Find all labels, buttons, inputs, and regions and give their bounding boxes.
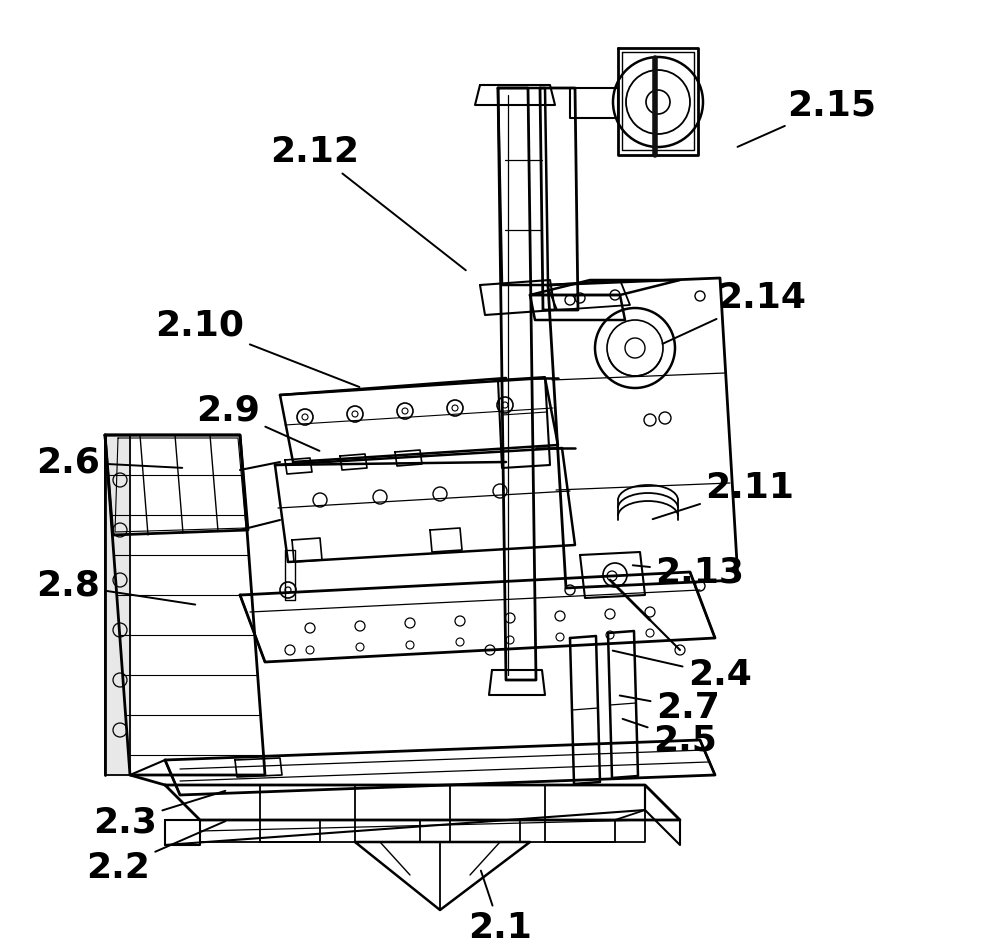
Text: 2.7: 2.7 bbox=[620, 691, 720, 725]
Text: 2.9: 2.9 bbox=[196, 393, 319, 451]
Text: 2.15: 2.15 bbox=[738, 88, 876, 147]
Text: 2.1: 2.1 bbox=[468, 870, 532, 945]
Text: 2.12: 2.12 bbox=[270, 135, 466, 270]
Text: 2.11: 2.11 bbox=[653, 471, 794, 519]
Text: 2.5: 2.5 bbox=[623, 719, 717, 757]
Text: 2.3: 2.3 bbox=[93, 791, 225, 839]
Text: 2.14: 2.14 bbox=[663, 281, 806, 344]
Text: 2.6: 2.6 bbox=[36, 445, 182, 479]
Polygon shape bbox=[105, 435, 130, 775]
Text: 2.4: 2.4 bbox=[613, 651, 752, 692]
Text: 2.10: 2.10 bbox=[156, 308, 359, 387]
Text: 2.13: 2.13 bbox=[633, 555, 744, 589]
Text: 2.2: 2.2 bbox=[86, 821, 225, 885]
Text: 2.8: 2.8 bbox=[36, 568, 195, 604]
